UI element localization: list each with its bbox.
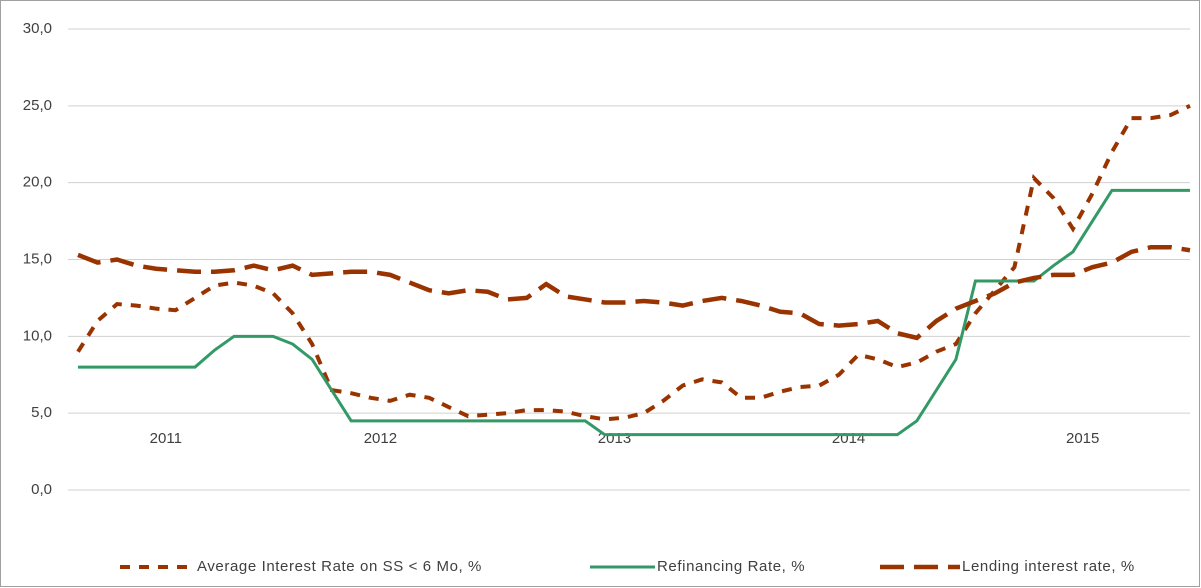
legend-label: Lending interest rate, % (962, 558, 1135, 575)
y-tick-label: 0,0 (31, 481, 52, 498)
legend-label: Average Interest Rate on SS < 6 Mo, % (197, 558, 482, 575)
y-tick-label: 10,0 (23, 327, 52, 344)
x-group-label: 2011 (150, 430, 182, 447)
legend-label: Refinancing Rate, % (657, 558, 805, 575)
series-line (78, 188, 1190, 437)
y-tick-label: 5,0 (31, 404, 52, 421)
y-tick-label: 30,0 (23, 20, 52, 37)
y-tick-label: 15,0 (23, 250, 52, 267)
series-line (77, 244, 1191, 341)
x-group-label: 2015 (1066, 430, 1099, 447)
series-line (76, 104, 1191, 422)
x-group-label: 2014 (832, 430, 865, 447)
y-tick-label: 20,0 (23, 174, 52, 191)
x-group-label: 2012 (364, 430, 397, 447)
y-tick-label: 25,0 (23, 97, 52, 114)
